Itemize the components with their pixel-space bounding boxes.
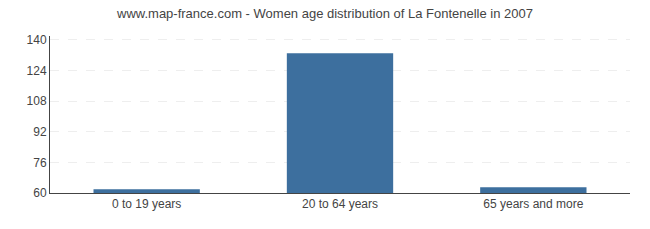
svg-text:20 to 64 years: 20 to 64 years [302, 197, 378, 211]
svg-text:124: 124 [27, 64, 47, 78]
svg-text:0 to 19 years: 0 to 19 years [112, 197, 181, 211]
svg-text:92: 92 [33, 125, 47, 139]
svg-text:108: 108 [27, 94, 47, 108]
svg-text:60: 60 [33, 186, 47, 200]
svg-text:76: 76 [33, 156, 47, 170]
svg-text:140: 140 [27, 33, 47, 47]
svg-text:www.map-france.com - Women age: www.map-france.com - Women age distribut… [116, 6, 533, 21]
svg-text:65 years and more: 65 years and more [483, 197, 583, 211]
